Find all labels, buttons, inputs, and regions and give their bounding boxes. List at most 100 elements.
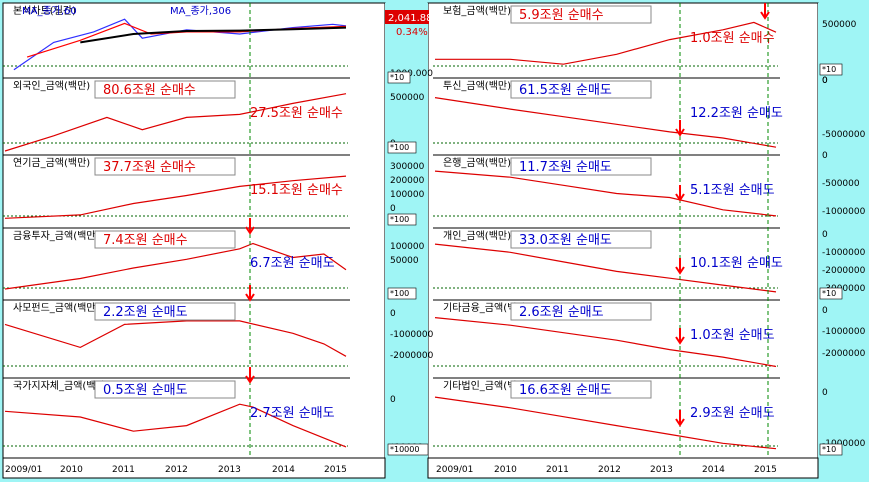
panel-4: 금융투자_금액(백만) 100000 50000 7.4조원 순매수 6.7조원 순매도 — [3, 230, 425, 301]
tick-label: 0 — [822, 76, 828, 86]
legend-ma306: MA_종가,306 — [170, 5, 231, 17]
panel-9: 은행_금액(백만) 0 -500000 -1000000 11.7조원 순매도 5.1조원… — [433, 151, 866, 229]
annotation-recent: 2.7조원 순매도 — [250, 406, 335, 421]
x-tick-label: 2009/01 — [436, 465, 473, 475]
scale-badge: *10 — [822, 65, 836, 74]
annotation-box — [510, 5, 652, 24]
annotation-total: 61.5조원 순매도 — [519, 83, 612, 98]
tick-label: 300000 — [390, 162, 425, 172]
down-arrow — [675, 328, 685, 345]
legend-ma60: MA_종가,60 — [22, 5, 77, 17]
scale-badge: *100 — [390, 143, 409, 152]
tick-label: 0 — [822, 151, 828, 161]
panel-title: 외국인_금액(백만) — [13, 80, 90, 92]
annotation-total: 16.6조원 순매도 — [519, 383, 612, 398]
panel-10: 개인_금액(백만) 0 -1000000 -2000000 -3000000 33.0조원… — [433, 230, 866, 301]
tick-label: -1000000 — [822, 248, 866, 258]
tick-label: 0 — [822, 306, 828, 316]
annotation-box — [94, 302, 236, 321]
price-label: 2,041.88 — [388, 13, 433, 24]
annotation-box — [94, 380, 236, 399]
scale-badge: *10 — [822, 289, 836, 298]
tick-label: -3000000 — [822, 284, 866, 294]
down-arrow — [245, 285, 255, 302]
down-arrow — [675, 258, 685, 275]
panel-title: 국가지자체_금액(백만) — [13, 380, 109, 392]
annotation-total: 0.5조원 순매도 — [103, 383, 188, 398]
annotation-box — [94, 230, 236, 249]
x-tick-label: 2015 — [754, 465, 777, 475]
tick-label: -1000000 — [822, 327, 866, 337]
x-tick-label: 2014 — [702, 465, 725, 475]
series-line — [434, 243, 777, 293]
tick-label: 0 — [390, 204, 396, 214]
down-arrow — [675, 120, 685, 137]
annotation-recent: 15.1조원 순매수 — [250, 183, 343, 198]
scale-badge: *100 — [390, 215, 409, 224]
down-arrow — [675, 185, 685, 202]
tick-label: 0 — [390, 395, 396, 405]
scale-badge-box — [387, 141, 417, 154]
x-tick-label: 2010 — [494, 465, 517, 475]
annotation-recent: 27.5조원 순매수 — [250, 106, 343, 121]
panel-title: 기타법인_금액(백만) — [443, 380, 530, 392]
scale-badge-box — [387, 443, 429, 456]
annotation-recent: 5.1조원 순매도 — [690, 183, 775, 198]
panel-title: 금융투자_금액(백만) — [13, 230, 100, 242]
panel-1: 본식차트(일간) — [3, 5, 350, 79]
series-line — [4, 175, 347, 219]
x-tick-label: 2011 — [112, 465, 135, 475]
annotation-total: 37.7조원 순매수 — [103, 160, 196, 175]
panel-11: 기타금융_금액(백만) 0 -1000000 -2000000 2.6조원 순매도 1.0… — [433, 302, 866, 379]
x-axis-left — [2, 457, 386, 479]
series-line — [13, 18, 347, 71]
scale-badge: *100 — [390, 289, 409, 298]
tick-label: 50000 — [390, 256, 419, 266]
tick-label: -1000000 — [822, 439, 866, 449]
annotation-total: 33.0조원 순매도 — [519, 233, 612, 248]
tick-label: -500000 — [822, 179, 860, 189]
scale-badge: *10 — [822, 445, 836, 454]
annotation-box — [510, 380, 652, 399]
tick-label: -1000000 — [822, 207, 866, 217]
tick-label: 200000 — [390, 176, 425, 186]
annotation-recent: 6.7조원 순매도 — [250, 256, 335, 271]
annotation-box — [510, 80, 652, 99]
tick-label: 500000 — [822, 20, 857, 30]
annotation-recent: 12.2조원 순매도 — [690, 106, 783, 121]
x-tick-label: 2013 — [218, 465, 241, 475]
annotation-box — [94, 80, 236, 99]
annotation-recent: 2.9조원 순매도 — [690, 406, 775, 421]
panel-3: 연기금_금액(백만) 300000 200000 100000 0 37.7조원 순매수 1… — [3, 157, 425, 229]
scale-badge-box — [819, 63, 843, 76]
tick-label: -1000000 — [390, 330, 434, 340]
series-line — [434, 97, 777, 148]
annotation-box — [510, 157, 652, 176]
annotation-total: 7.4조원 순매수 — [103, 233, 188, 248]
tick-label: -2000000 — [822, 349, 866, 359]
panel-title: 투신_금액(백만) — [443, 80, 511, 92]
series-line — [434, 317, 777, 368]
annotation-recent: 1.0조원 순매수 — [690, 31, 775, 46]
x-tick-label: 2013 — [650, 465, 673, 475]
scale-badge-box — [387, 213, 417, 226]
annotation-box — [510, 302, 652, 321]
tick-label: 100000 — [390, 190, 425, 200]
series-line — [4, 93, 347, 152]
series-line — [434, 170, 777, 217]
annotation-total: 5.9조원 순매수 — [519, 8, 604, 23]
down-arrow — [245, 367, 255, 384]
tick-label: 100000 — [390, 242, 425, 252]
x-tick-label: 2009/01 — [5, 465, 42, 475]
x-tick-label: 2011 — [546, 465, 569, 475]
annotation-total: 2.2조원 순매도 — [103, 305, 188, 320]
tick-label: -2000000 — [390, 351, 434, 361]
far-right-axis-strip — [818, 3, 866, 458]
change-label: 0.34% — [396, 27, 428, 38]
x-tick-label: 2014 — [272, 465, 295, 475]
scale-badge: *10000 — [390, 445, 419, 454]
annotation-recent: 1.0조원 순매도 — [690, 328, 775, 343]
panel-title: 연기금_금액(백만) — [13, 157, 90, 169]
scale-badge-box — [387, 287, 417, 300]
annotation-box — [510, 230, 652, 249]
